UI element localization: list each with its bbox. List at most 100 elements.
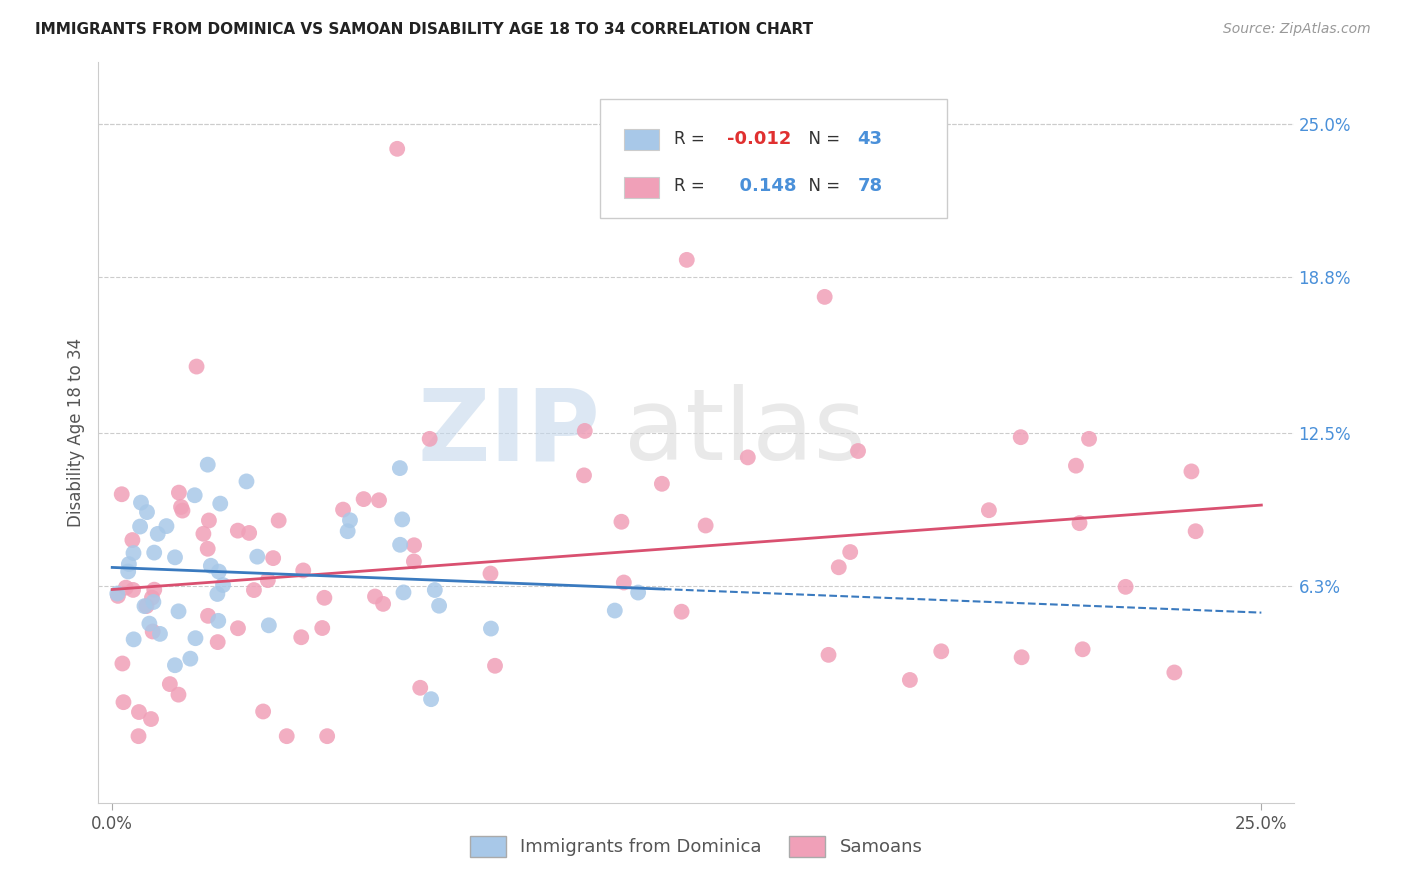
Point bbox=[290, 630, 312, 644]
Point bbox=[183, 488, 205, 502]
Point bbox=[200, 558, 222, 573]
Point bbox=[364, 590, 387, 604]
Legend: Immigrants from Dominica, Samoans: Immigrants from Dominica, Samoans bbox=[463, 829, 929, 864]
Point bbox=[121, 533, 143, 547]
Point bbox=[129, 495, 152, 509]
Point bbox=[197, 541, 219, 556]
Point bbox=[235, 475, 257, 489]
Text: N =: N = bbox=[797, 178, 845, 195]
Point bbox=[122, 632, 145, 647]
Point bbox=[256, 573, 278, 587]
Point bbox=[332, 502, 354, 516]
Point bbox=[929, 644, 952, 658]
FancyBboxPatch shape bbox=[600, 99, 948, 218]
Point bbox=[574, 424, 596, 438]
Text: R =: R = bbox=[675, 178, 710, 195]
Point bbox=[613, 575, 636, 590]
Point bbox=[371, 597, 394, 611]
Point bbox=[484, 658, 506, 673]
Point bbox=[207, 635, 229, 649]
Point bbox=[1069, 516, 1091, 531]
Point bbox=[209, 497, 232, 511]
Point bbox=[163, 550, 186, 565]
Point bbox=[186, 359, 208, 374]
Point bbox=[128, 705, 150, 719]
Point bbox=[1180, 464, 1202, 478]
Point bbox=[112, 695, 135, 709]
Point bbox=[179, 651, 201, 665]
Point bbox=[226, 524, 249, 538]
Point bbox=[311, 621, 333, 635]
Point bbox=[118, 557, 141, 571]
Point bbox=[267, 514, 290, 528]
Point bbox=[385, 142, 409, 156]
Point bbox=[128, 729, 150, 743]
Point bbox=[817, 648, 839, 662]
Point bbox=[257, 618, 280, 632]
Point bbox=[155, 519, 177, 533]
Point bbox=[368, 493, 391, 508]
Point bbox=[193, 526, 215, 541]
Point bbox=[404, 538, 426, 552]
Point bbox=[1163, 665, 1185, 680]
Point bbox=[167, 688, 190, 702]
Point bbox=[1071, 642, 1094, 657]
Point bbox=[603, 603, 626, 617]
Point bbox=[627, 585, 650, 599]
Point bbox=[159, 677, 181, 691]
Point bbox=[207, 587, 229, 601]
Point bbox=[136, 505, 159, 519]
Point bbox=[336, 524, 359, 539]
Point bbox=[353, 492, 375, 507]
Text: Source: ZipAtlas.com: Source: ZipAtlas.com bbox=[1223, 22, 1371, 37]
Point bbox=[572, 468, 595, 483]
Point bbox=[238, 525, 260, 540]
Point bbox=[163, 658, 186, 673]
Point bbox=[207, 614, 229, 628]
Point bbox=[212, 578, 235, 592]
Point bbox=[172, 503, 194, 517]
Point bbox=[143, 582, 166, 597]
Point bbox=[142, 595, 165, 609]
Point bbox=[479, 622, 502, 636]
Point bbox=[419, 432, 441, 446]
Point bbox=[111, 657, 134, 671]
Point bbox=[197, 608, 219, 623]
Point bbox=[1078, 432, 1101, 446]
Point bbox=[339, 513, 361, 527]
Point bbox=[146, 527, 169, 541]
Point bbox=[141, 591, 163, 605]
Point bbox=[389, 538, 412, 552]
Point bbox=[1184, 524, 1206, 539]
Point bbox=[129, 519, 152, 533]
Point bbox=[839, 545, 862, 559]
Point bbox=[610, 515, 633, 529]
Point bbox=[243, 583, 266, 598]
Text: 43: 43 bbox=[858, 129, 883, 147]
Point bbox=[423, 582, 446, 597]
Point bbox=[138, 616, 160, 631]
Point bbox=[737, 450, 759, 465]
Text: N =: N = bbox=[797, 129, 845, 147]
Point bbox=[695, 518, 717, 533]
Point bbox=[898, 673, 921, 687]
FancyBboxPatch shape bbox=[624, 177, 659, 198]
Point bbox=[1064, 458, 1087, 473]
Point bbox=[814, 290, 837, 304]
Point bbox=[170, 500, 193, 514]
Text: 78: 78 bbox=[858, 178, 883, 195]
Point bbox=[122, 546, 145, 560]
Point bbox=[252, 705, 274, 719]
Text: ZIP: ZIP bbox=[418, 384, 600, 481]
Point bbox=[167, 485, 190, 500]
Point bbox=[135, 599, 157, 613]
Point bbox=[167, 604, 190, 618]
Point bbox=[402, 554, 425, 568]
Point bbox=[198, 513, 221, 527]
Point bbox=[142, 624, 165, 639]
Point bbox=[316, 729, 339, 743]
Point bbox=[226, 621, 249, 635]
Point bbox=[828, 560, 851, 574]
Point bbox=[197, 458, 219, 472]
Point bbox=[134, 599, 156, 614]
